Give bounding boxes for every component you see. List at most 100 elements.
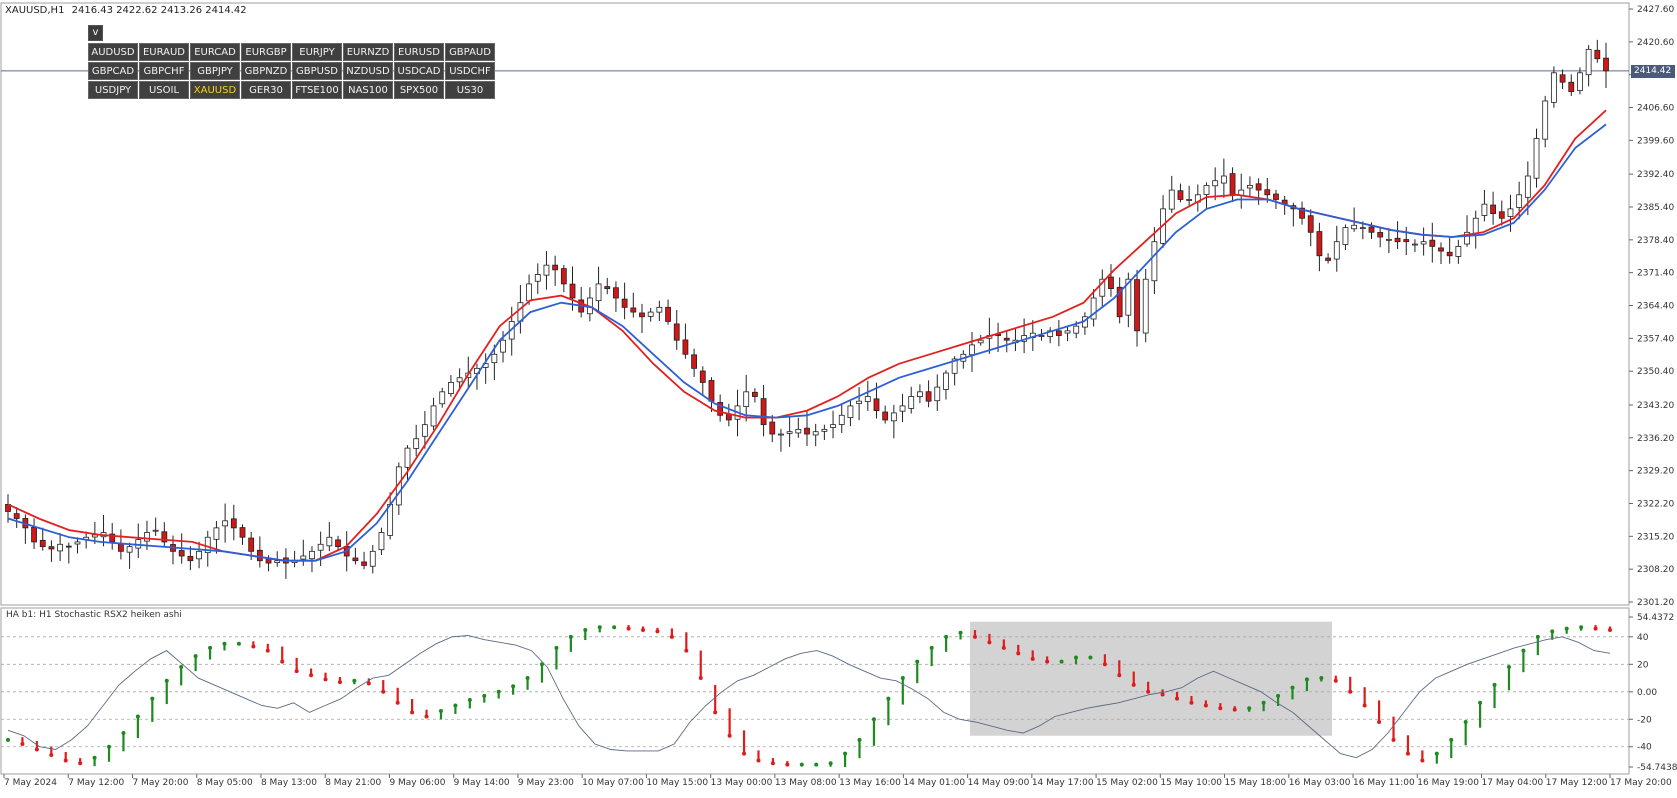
- symbol-button-euraud[interactable]: EURAUD: [139, 43, 189, 61]
- symbol-button-gbpusd[interactable]: GBPUSD: [292, 62, 342, 80]
- symbol-button-usdcad[interactable]: USDCAD: [394, 62, 444, 80]
- bullish-candle: [743, 391, 750, 407]
- bearish-candle: [1229, 173, 1236, 196]
- symbol-button-gbpcad[interactable]: GBPCAD: [88, 62, 138, 80]
- bullish-candle: [1412, 243, 1418, 246]
- osc-dot-down: [1333, 678, 1338, 683]
- osc-dot-down: [785, 762, 790, 767]
- symbol-button-nzdusd[interactable]: NZDUSD: [343, 62, 393, 80]
- bullish-candle: [439, 391, 446, 405]
- osc-dot-up: [193, 654, 198, 659]
- osc-dot-up: [525, 676, 530, 681]
- price-axis-label: 2301.20: [1637, 598, 1674, 608]
- osc-dot-up: [6, 737, 10, 742]
- bearish-candle: [1325, 257, 1331, 261]
- osc-dot-up: [929, 645, 934, 650]
- bullish-candle: [1533, 138, 1540, 179]
- symbol-button-eurgbp[interactable]: EURGBP: [241, 43, 291, 61]
- indicator-title: HA b1: H1 Stochastic RSX2 heiken ashi: [6, 610, 182, 620]
- bearish-candle: [13, 513, 20, 519]
- symbol-button-us30[interactable]: US30: [445, 81, 495, 99]
- symbol-button-audusd[interactable]: AUDUSD: [88, 43, 138, 61]
- osc-dot-up: [107, 744, 112, 749]
- symbol-button-ger30[interactable]: GER30: [241, 81, 291, 99]
- osc-dot-up: [1290, 685, 1295, 690]
- bearish-candle: [639, 312, 645, 318]
- indicator-axis-label: 54.4372: [1637, 613, 1674, 623]
- osc-dot-up: [1247, 706, 1252, 711]
- osc-dot-down: [309, 673, 314, 678]
- price-axis-label: 2357.40: [1637, 334, 1674, 344]
- price-axis-label: 2315.20: [1637, 532, 1674, 542]
- osc-dot-up: [1449, 737, 1454, 742]
- osc-dot-down: [1160, 692, 1165, 697]
- bullish-candle: [943, 372, 949, 390]
- time-axis-label: 7 May 20:00: [132, 778, 188, 788]
- bearish-candle: [682, 339, 689, 355]
- bullish-candle: [1351, 224, 1358, 230]
- bearish-candle: [717, 402, 724, 416]
- time-axis-label: 16 May 19:00: [1417, 778, 1479, 788]
- osc-dot-down: [1146, 689, 1151, 694]
- bearish-candle: [1177, 190, 1184, 200]
- bullish-candle: [317, 543, 324, 551]
- symbol-button-nas100[interactable]: NAS100: [343, 81, 393, 99]
- bullish-candle: [1203, 184, 1210, 195]
- bullish-candle: [196, 550, 202, 560]
- bearish-candle: [1003, 337, 1010, 341]
- bearish-candle: [1446, 251, 1453, 257]
- bullish-candle: [421, 424, 428, 437]
- osc-dot-down: [381, 689, 386, 694]
- symbol-button-eurjpy[interactable]: EURJPY: [292, 43, 342, 61]
- symbol-button-usoil[interactable]: USOIL: [139, 81, 189, 99]
- highlight-rectangle[interactable]: [970, 621, 1332, 736]
- symbol-button-usdchf[interactable]: USDCHF: [445, 62, 495, 80]
- panel-toggle-button[interactable]: v: [88, 25, 103, 41]
- bearish-candle: [1299, 207, 1305, 219]
- osc-dot-down: [1405, 751, 1410, 756]
- bearish-candle: [1603, 57, 1609, 72]
- symbol-button-gbpnzd[interactable]: GBPNZD: [241, 62, 291, 80]
- bearish-candle: [552, 264, 559, 271]
- symbol-button-spx500[interactable]: SPX500: [394, 81, 444, 99]
- symbol-button-gbpjpy[interactable]: GBPJPY: [190, 62, 240, 80]
- symbol-button-eurusd[interactable]: EURUSD: [394, 43, 444, 61]
- bullish-candle: [977, 339, 984, 344]
- symbol-button-usdjpy[interactable]: USDJPY: [88, 81, 138, 99]
- symbol-button-gbpaud[interactable]: GBPAUD: [445, 43, 495, 61]
- bearish-candle: [65, 545, 72, 548]
- osc-dot-down: [424, 714, 429, 719]
- bullish-candle: [1524, 175, 1531, 198]
- symbol-button-gbpchf[interactable]: GBPCHF: [139, 62, 189, 80]
- time-axis-label: 15 May 10:00: [1160, 778, 1222, 788]
- time-axis-label: 7 May 2024: [4, 778, 57, 788]
- time-axis-label: 13 May 08:00: [775, 778, 837, 788]
- symbol-button-eurcad[interactable]: EURCAD: [190, 43, 240, 61]
- osc-dot-down: [1218, 706, 1223, 711]
- osc-dot-up: [511, 684, 516, 689]
- bullish-candle: [647, 311, 654, 317]
- osc-dot-down: [756, 758, 761, 763]
- time-axis-label: 8 May 21:00: [325, 778, 381, 788]
- bullish-candle: [1550, 72, 1557, 103]
- osc-dot-up: [1304, 677, 1309, 682]
- symbol-button-ftse100[interactable]: FTSE100: [292, 81, 342, 99]
- osc-dot-down: [1362, 703, 1367, 708]
- bearish-candle: [1498, 211, 1505, 219]
- symbol-button-xauusd[interactable]: XAUUSD: [190, 81, 240, 99]
- symbol-button-eurnzd[interactable]: EURNZD: [343, 43, 393, 61]
- bearish-candle: [1316, 231, 1323, 257]
- osc-dot-up: [900, 676, 905, 681]
- indicator-axis-label: -20: [1637, 715, 1652, 725]
- osc-dot-down: [1102, 662, 1107, 667]
- osc-dot-down: [713, 710, 718, 715]
- bullish-candle: [448, 382, 454, 394]
- bullish-candle: [456, 377, 463, 383]
- bullish-candle: [1342, 227, 1349, 245]
- bullish-candle: [1151, 241, 1158, 282]
- time-axis-label: 17 May 12:00: [1546, 778, 1608, 788]
- osc-dot-up: [1564, 626, 1569, 631]
- osc-dot-up: [1521, 648, 1526, 653]
